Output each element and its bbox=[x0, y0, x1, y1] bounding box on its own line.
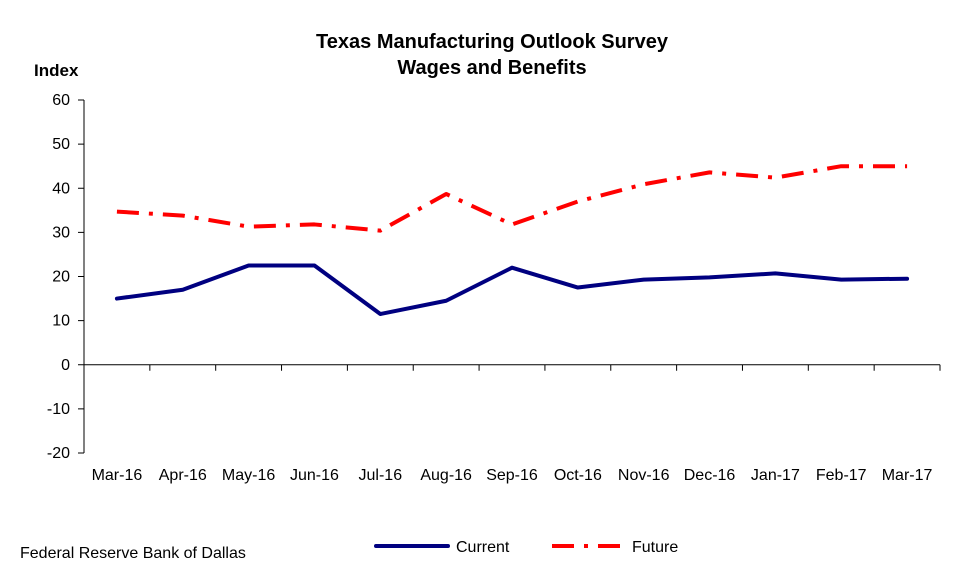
legend-label-current: Current bbox=[456, 539, 510, 556]
y-tick-label: 50 bbox=[52, 136, 70, 153]
x-tick-label: Jan-17 bbox=[751, 467, 800, 484]
chart-title: Texas Manufacturing Outlook Survey bbox=[316, 31, 669, 53]
x-tick-label: Dec-16 bbox=[684, 467, 736, 484]
chart-subtitle: Wages and Benefits bbox=[397, 57, 586, 79]
y-tick-label: -10 bbox=[47, 401, 70, 418]
x-tick-label: Oct-16 bbox=[554, 467, 602, 484]
x-tick-label: Jun-16 bbox=[290, 467, 339, 484]
x-tick-label: Mar-16 bbox=[92, 467, 143, 484]
series-layer bbox=[114, 164, 910, 317]
source-note: Federal Reserve Bank of Dallas bbox=[20, 545, 246, 562]
x-tick-label: May-16 bbox=[222, 467, 275, 484]
x-tick-label: Sep-16 bbox=[486, 467, 538, 484]
x-tick-label: Aug-16 bbox=[420, 467, 472, 484]
y-axis-ticks: -20 -10 0 10 20 30 40 50 60 bbox=[47, 92, 84, 462]
y-tick-label: 40 bbox=[52, 180, 70, 197]
x-tick-label: Nov-16 bbox=[618, 467, 670, 484]
x-tick-label: Feb-17 bbox=[816, 467, 867, 484]
y-tick-label: 30 bbox=[52, 224, 70, 241]
x-tick-label: Apr-16 bbox=[159, 467, 207, 484]
y-tick-label: 20 bbox=[52, 269, 70, 286]
y-axis-title: Index bbox=[34, 61, 79, 80]
series-line-future bbox=[116, 164, 908, 233]
legend: Current Future bbox=[374, 539, 678, 556]
x-tick-label: Mar-17 bbox=[882, 467, 933, 484]
x-axis-ticks: Mar-16 Apr-16 May-16 Jun-16 Jul-16 Aug-16 Sep-… bbox=[83, 364, 941, 484]
y-tick-label: 60 bbox=[52, 92, 70, 109]
y-tick-label: 0 bbox=[61, 357, 70, 374]
y-tick-label: -20 bbox=[47, 445, 70, 462]
series-line-current bbox=[114, 263, 910, 317]
x-tick-label: Jul-16 bbox=[359, 467, 403, 484]
legend-label-future: Future bbox=[632, 539, 678, 556]
y-tick-label: 10 bbox=[52, 313, 70, 330]
